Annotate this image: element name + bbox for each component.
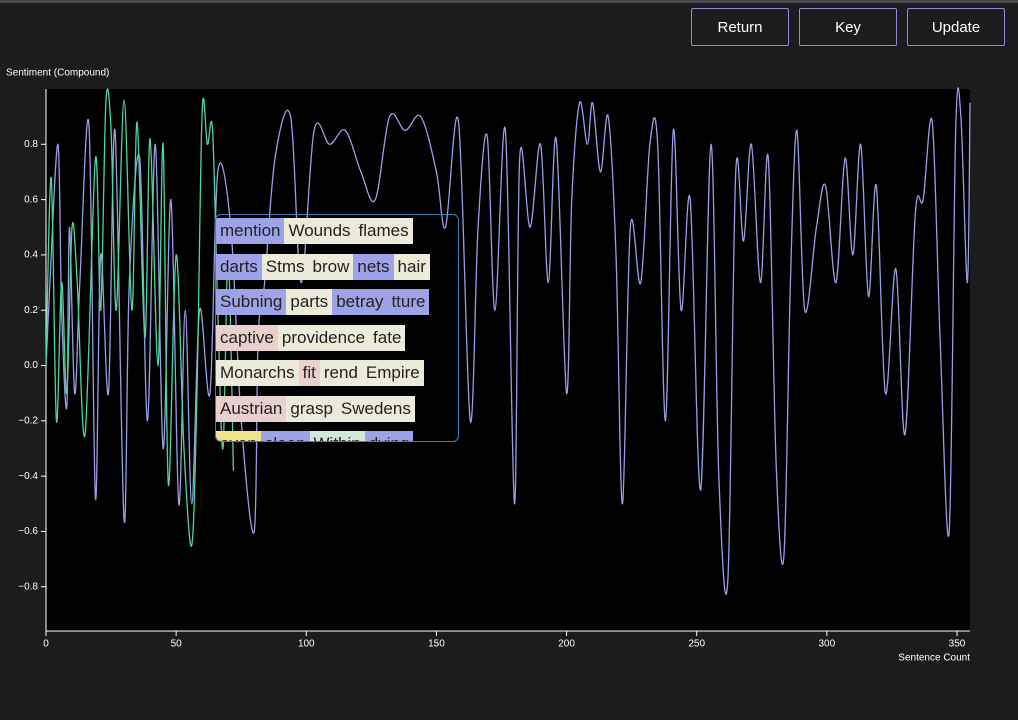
x-tick-label: 150 (428, 639, 445, 650)
line-series (45, 88, 235, 547)
word-chip: parts (286, 289, 333, 315)
word-row: Monarchs fit rend Empire (216, 360, 424, 386)
word-chip: providence (277, 324, 370, 351)
plot-area (46, 89, 970, 631)
y-tick-label: −0.4 (18, 471, 38, 482)
word-chip: Swedens (336, 395, 415, 422)
word-chip: dying (364, 431, 414, 441)
line-series (45, 87, 971, 595)
word-chip: sleep (260, 431, 310, 441)
y-axis-title: Sentiment (Compound) (6, 68, 109, 79)
word-chip: rend (319, 360, 362, 386)
x-tick-label: 300 (819, 639, 836, 650)
x-tick-label: 0 (43, 639, 49, 650)
word-row: evensleepWithindying (216, 431, 414, 441)
word-row: Austrian grasp Swedens (216, 395, 415, 422)
return-button[interactable]: Return (691, 8, 789, 46)
key-button[interactable]: Key (799, 8, 897, 46)
word-overlay: mention Wounds flames darts Stms brow nets hair… (215, 214, 459, 442)
word-chip: betray (332, 289, 388, 315)
y-tick-label: −0.2 (18, 415, 38, 426)
word-chip: mention (216, 218, 285, 244)
word-chip: fate (369, 324, 406, 351)
x-tick-label: 100 (298, 639, 315, 650)
y-tick-label: 0.8 (24, 139, 38, 150)
x-tick-label: 350 (949, 639, 966, 650)
x-tick-label: 250 (688, 639, 705, 650)
word-chip: brow (308, 253, 354, 280)
x-tick-label: 200 (558, 639, 575, 650)
word-chip: Within (309, 431, 365, 441)
word-chip: hair (393, 253, 430, 280)
y-tick-label: 0.2 (24, 305, 38, 316)
update-button[interactable]: Update (907, 8, 1005, 46)
word-chip: Empire (361, 360, 424, 386)
word-chip: nets (353, 253, 394, 280)
x-axis-title: Sentence Count (898, 653, 970, 664)
x-tick-label: 50 (171, 639, 183, 650)
word-chip: darts (216, 253, 262, 280)
word-chip: tture (387, 289, 430, 315)
word-chip: Stms (261, 253, 309, 280)
word-chip: fit (298, 360, 320, 386)
word-chip: Wounds (284, 218, 355, 244)
y-tick-label: 0.6 (24, 194, 38, 205)
y-tick-label: 0.0 (24, 360, 38, 371)
word-chip: even (216, 431, 261, 441)
word-chip: Subning (216, 289, 287, 315)
word-row: Subning parts betray tture (216, 289, 430, 315)
y-tick-label: −0.6 (18, 526, 38, 537)
word-chip: captive (216, 324, 278, 351)
word-row: darts Stms brow nets hair (216, 253, 430, 280)
top-border (0, 0, 1018, 3)
word-chip: grasp (286, 395, 337, 422)
word-row: captive providence fate (216, 324, 406, 351)
y-tick-label: 0.4 (24, 250, 38, 261)
y-tick-label: −0.8 (18, 581, 38, 592)
word-chip: flames (354, 218, 413, 244)
word-chip: Austrian (216, 395, 287, 422)
word-chip: Monarchs (216, 360, 299, 386)
word-row: mention Wounds flames (216, 218, 413, 244)
